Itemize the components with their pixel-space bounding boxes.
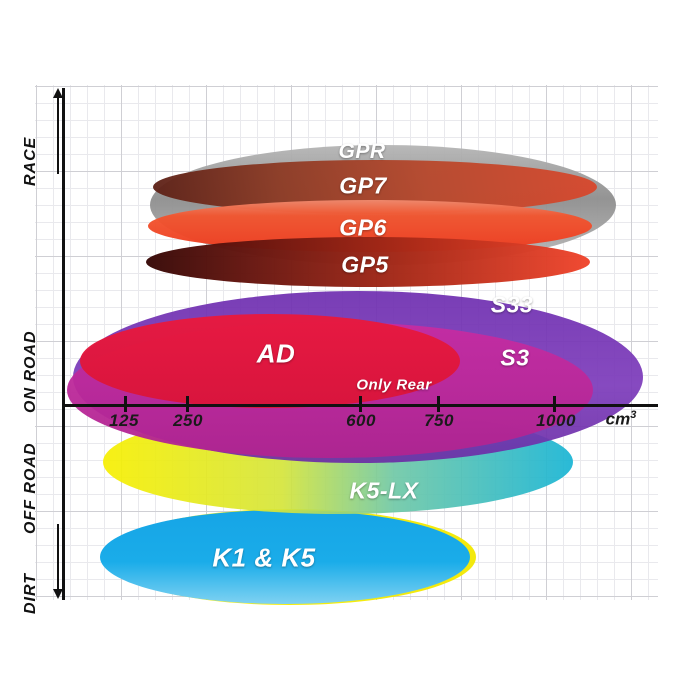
x-tick-label-600: 600 [346, 411, 376, 430]
blob-ad [80, 314, 460, 408]
x-tick-label-750: 750 [424, 411, 454, 430]
x-tick-label-1000: 1000 [536, 411, 576, 430]
blob-gp5 [146, 237, 590, 287]
x-tick-600 [359, 396, 362, 412]
y-category-on-road: ON ROAD [22, 330, 39, 413]
blob-label-s33: S33 [490, 291, 534, 318]
dirt-rule [57, 524, 59, 590]
y-category-off-road: OFF ROAD [22, 442, 39, 534]
annotation-only-rear: Only Rear [356, 376, 432, 394]
y-axis-line [62, 88, 65, 600]
blob-label-gp7: GP7 [339, 172, 387, 199]
y-category-race: RACE [22, 136, 39, 186]
x-tick-label-250: 250 [173, 411, 203, 430]
blob-gp6 [148, 200, 592, 252]
dirt-arrow-icon [53, 589, 63, 599]
blob-k1k5 [100, 509, 476, 605]
blob-label-ad: AD [256, 338, 296, 369]
race-arrow-icon [53, 88, 63, 98]
x-axis-unit-text: cm [605, 409, 631, 429]
y-category-dirt: DIRT [22, 572, 39, 614]
x-tick-125 [124, 396, 127, 412]
x-tick-1000 [553, 396, 556, 412]
blob-label-gp5: GP5 [341, 251, 389, 278]
blob-label-k5lx: K5-LX [349, 477, 419, 504]
blob-gp7 [153, 160, 597, 214]
blob-label-k1k5: K1 & K5 [212, 542, 316, 573]
x-tick-label-125: 125 [109, 411, 139, 430]
blob-label-s3: S3 [500, 344, 530, 371]
blob-label-gpr: GPR [338, 140, 386, 163]
race-rule [57, 98, 59, 174]
x-axis-unit-exponent: 3 [630, 409, 637, 421]
x-tick-250 [186, 396, 189, 412]
blob-label-gp6: GP6 [339, 214, 387, 241]
x-tick-750 [437, 396, 440, 412]
x-axis-unit-label: cm3 [606, 409, 637, 430]
